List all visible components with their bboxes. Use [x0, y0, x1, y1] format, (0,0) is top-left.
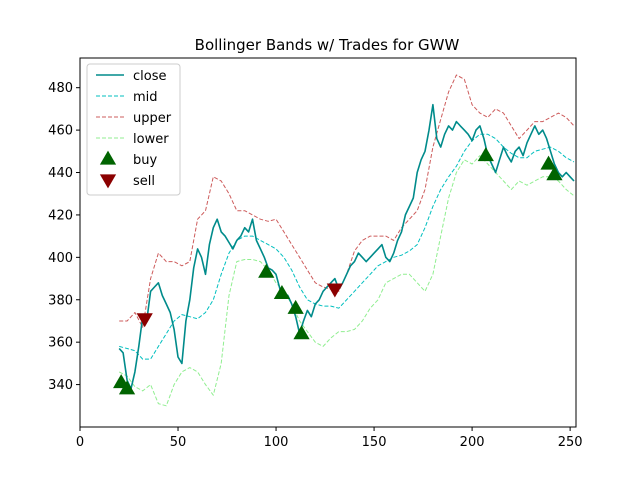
y-tick-label: 340	[48, 378, 73, 393]
buy-marker	[477, 147, 494, 162]
series-line-close	[118, 103, 575, 390]
x-tick-label: 250	[558, 435, 583, 450]
legend-label-lower: lower	[133, 132, 169, 147]
x-tick-label: 50	[170, 435, 187, 450]
buy-marker	[118, 380, 136, 395]
x-tick-label: 0	[76, 435, 84, 450]
legend-label-buy: buy	[133, 153, 157, 168]
y-tick-label: 400	[48, 251, 73, 266]
buy-marker	[258, 263, 275, 278]
legend-swatch-sell	[99, 174, 117, 189]
legend-label-sell: sell	[133, 174, 155, 189]
series-line-lower	[118, 155, 575, 407]
axes: 0 50 100 150 200 250 340 360 380 400 420 440 460 480	[48, 57, 583, 450]
buy-marker	[540, 155, 557, 170]
legend-label-close: close	[133, 69, 166, 84]
y-tick-label: 480	[48, 81, 73, 96]
sell-marker	[136, 313, 153, 328]
buy-marker	[273, 284, 291, 299]
legend: close mid upper lower buy sell	[86, 63, 181, 196]
y-tick-label: 420	[48, 208, 73, 223]
legend-label-mid: mid	[133, 90, 158, 105]
legend-label-upper: upper	[133, 111, 172, 126]
buy-marker	[546, 166, 563, 181]
plot-frame	[79, 57, 577, 428]
y-tick-label: 440	[48, 166, 73, 181]
series-line-mid	[119, 133, 575, 360]
y-tick-label: 360	[48, 336, 73, 351]
buy-marker	[293, 325, 310, 340]
buy-marker	[287, 299, 304, 314]
sell-marker	[326, 283, 343, 298]
series-line-upper	[119, 74, 575, 328]
chart-title: Bollinger Bands w/ Trades for GWW	[195, 36, 460, 54]
y-tick-label: 460	[48, 124, 73, 139]
x-tick-label: 150	[362, 435, 387, 450]
y-tick-label: 380	[48, 293, 73, 308]
legend-swatch-buy	[99, 150, 117, 165]
x-tick-label: 100	[264, 435, 289, 450]
plot-area	[113, 74, 575, 407]
x-tick-label: 200	[460, 435, 485, 450]
